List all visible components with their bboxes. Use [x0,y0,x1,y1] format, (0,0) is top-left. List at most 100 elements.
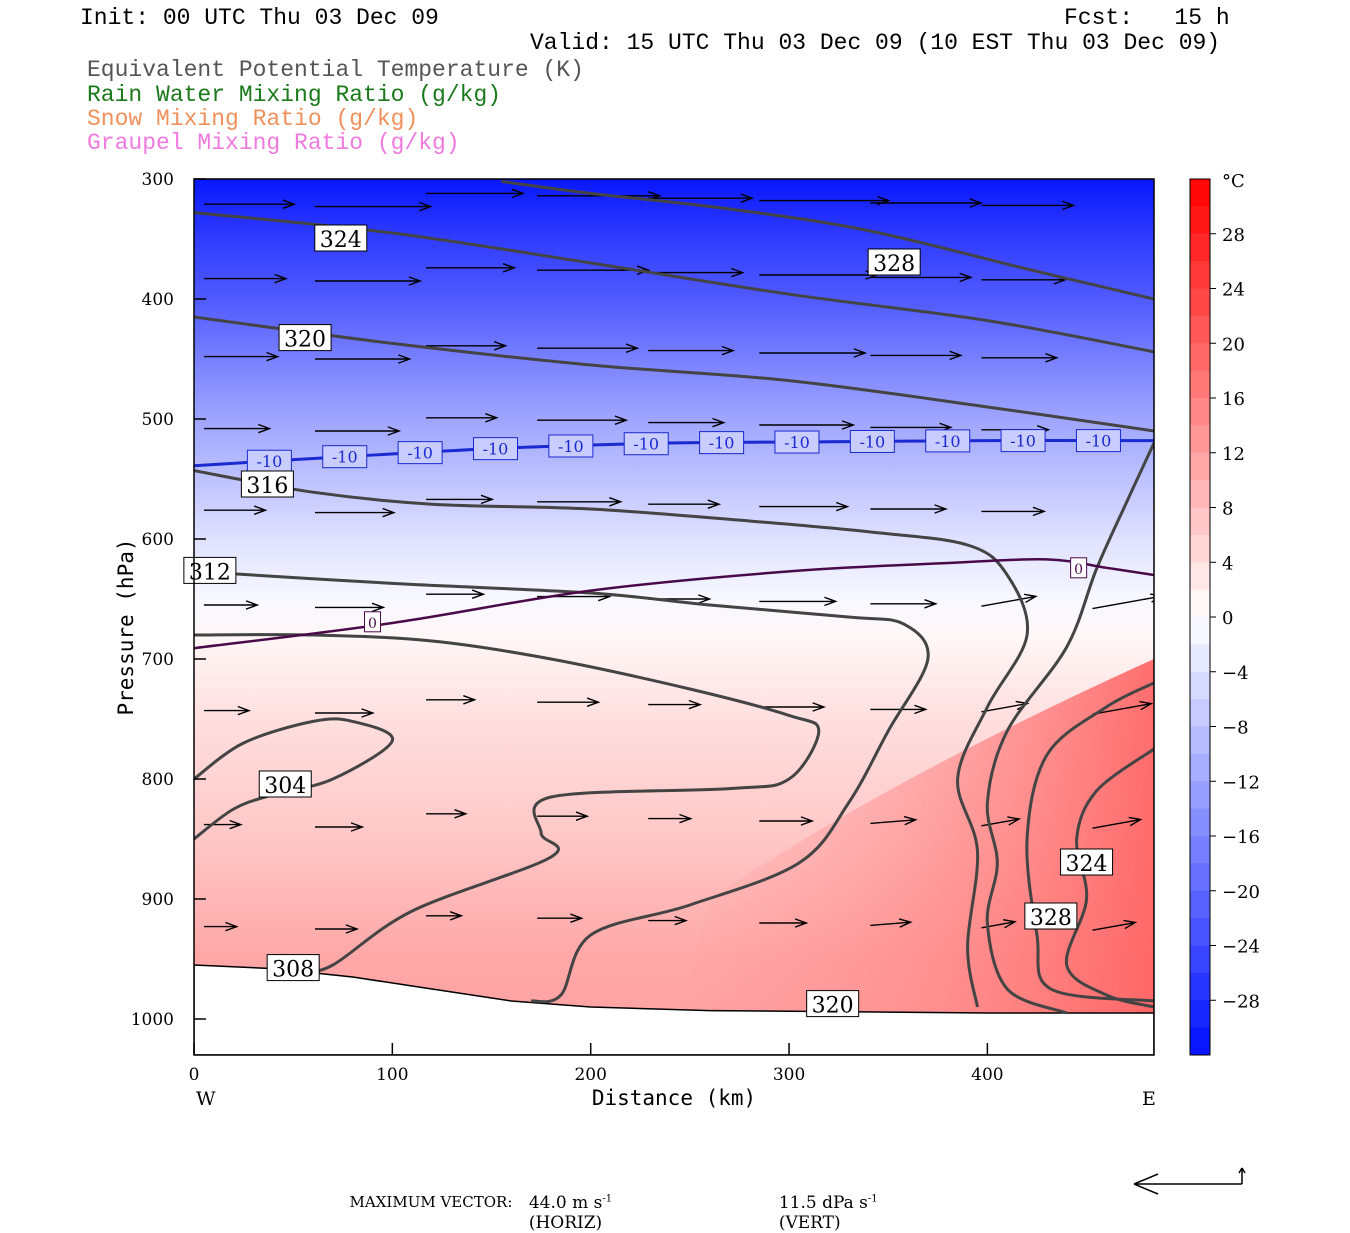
wind-vector-70 [537,913,584,923]
colorbar-band-9 [1190,425,1210,454]
colorbar-band-22 [1190,781,1210,810]
isotherm-label-box-2 [397,441,443,465]
colorbar-tick-label--20: −20 [1222,882,1260,903]
wind-vector-40 [203,600,260,610]
wind-vector-73 [870,918,913,928]
max-vector-horiz-unit: (HORIZ) [528,1213,603,1233]
wind-vector-27 [537,415,629,425]
colorbar-tick-label-8: 8 [1222,499,1233,520]
wind-vector-59 [314,822,365,832]
x-tick-label-0: 0 [189,1065,200,1085]
theta-e-label-box-8 [1060,848,1114,876]
wind-vector-16 [203,351,280,362]
theta-e-label-320: 320 [812,994,854,1019]
zero-label-box-1 [1070,557,1088,579]
wind-vector-62 [648,813,693,824]
max-vector-vert-unit: (VERT) [778,1213,841,1233]
colorbar-band-5 [1190,315,1210,344]
colorbar-band-26 [1190,890,1210,919]
colorbar-band-18 [1190,671,1210,700]
isotherm-label-minus-10: -10 [256,452,282,471]
isotherm-label-minus-10: -10 [859,432,885,451]
x-tick-label-100: 100 [376,1065,408,1085]
wind-vector-23 [981,353,1059,363]
theta-e-label-304: 304 [264,774,306,799]
wind-vector-1 [314,201,433,212]
wind-vector-20 [648,345,736,356]
colorbar-tick-label--8: −8 [1222,718,1249,739]
wind-vector-63 [759,816,815,826]
isotherm-label-minus-10: -10 [332,448,358,467]
colorbar-tick-label-0: 0 [1222,608,1233,629]
wind-vector-0 [203,199,297,209]
theta-e-label-box-2 [278,324,332,352]
colorbar-band-21 [1190,753,1210,782]
wind-vector-37 [759,501,850,512]
wind-vector-71 [648,915,689,926]
wind-vector-50 [314,708,375,718]
wind-vector-19 [537,343,640,353]
colorbar-tick-label-12: 12 [1222,444,1245,465]
wind-vector-46 [870,599,938,609]
wind-vector-28 [648,417,726,428]
isotherm-label-box-9 [925,429,971,453]
isotherm-label-box-10 [1000,429,1046,453]
theta-e-label-320: 320 [284,328,326,353]
wind-vector-33 [314,507,396,518]
isotherm-label-box-3 [472,437,518,461]
colorbar-band-1 [1190,206,1210,235]
colorbar-band-0 [1190,179,1210,207]
x-end-label-west: W [196,1088,216,1110]
colorbar-band-20 [1190,726,1210,755]
colorbar-tick-label-20: 20 [1222,334,1245,355]
colorbar-tick-label--16: −16 [1222,827,1260,848]
theta-e-label-box-9 [1024,902,1078,930]
wind-vector-47 [981,593,1038,607]
colorbar-band-10 [1190,452,1210,481]
wind-vector-36 [648,499,722,509]
isotherm-label-box-5 [623,432,669,456]
wind-vector-52 [537,697,601,707]
colorbar-tick-label-28: 28 [1222,225,1245,246]
colorbar-tick-label--24: −24 [1222,937,1260,958]
wind-vector-17 [314,354,412,364]
x-tick-label-300: 300 [773,1065,805,1085]
colorbar-unit: °C [1222,171,1245,192]
y-tick-label-800: 800 [142,770,174,790]
terrain [194,964,1154,1055]
isotherm-label-minus-10: -10 [784,433,810,452]
theta-e-contour-328 [1064,747,1154,1009]
theta-e-label-box-7 [806,990,860,1018]
wind-vector-6 [870,198,984,208]
isotherm-label-box-1 [322,445,368,469]
colorbar-band-6 [1190,343,1210,372]
colorbar-band-7 [1190,370,1210,399]
theta-e-label-324: 324 [320,228,362,253]
max-vector-title: MAXIMUM VECTOR: [349,1193,513,1211]
colorbar-tick-label--4: −4 [1222,663,1249,684]
wind-vector-38 [870,504,948,514]
wind-vector-8 [203,273,289,284]
x-end-label-east: E [1142,1088,1156,1110]
wind-vector-60 [426,809,468,819]
colorbar-band-28 [1190,945,1210,974]
valid-time: Valid: 15 UTC Thu 03 Dec 09 (10 EST Thu … [530,30,1221,56]
max-vector-vert-value: 11.5 dPa s [778,1193,868,1213]
colorbar-tick-label-24: 24 [1222,280,1245,301]
wind-vector-49 [203,705,252,716]
plot-frame [193,178,1155,1056]
wind-vector-25 [314,426,402,436]
colorbar-tick-label--28: −28 [1222,991,1260,1012]
colorbar-band-2 [1190,233,1210,262]
max-vector-vert: 11.5 dPa s-1 (VERT) [768,1173,878,1233]
theta-e-label-312: 312 [189,560,231,585]
colorbar-band-8 [1190,398,1210,426]
colorbar-band-27 [1190,918,1210,946]
theta-e-label-box-3 [240,470,294,498]
wind-vector-66 [1092,816,1143,829]
field-legend-graupel: Graupel Mixing Ratio (g/kg) [87,130,460,156]
colorbar-band-3 [1190,261,1210,289]
colorbar-band-23 [1190,808,1210,837]
wind-vector-22 [870,350,963,361]
isotherm-label-minus-10: -10 [633,435,659,454]
